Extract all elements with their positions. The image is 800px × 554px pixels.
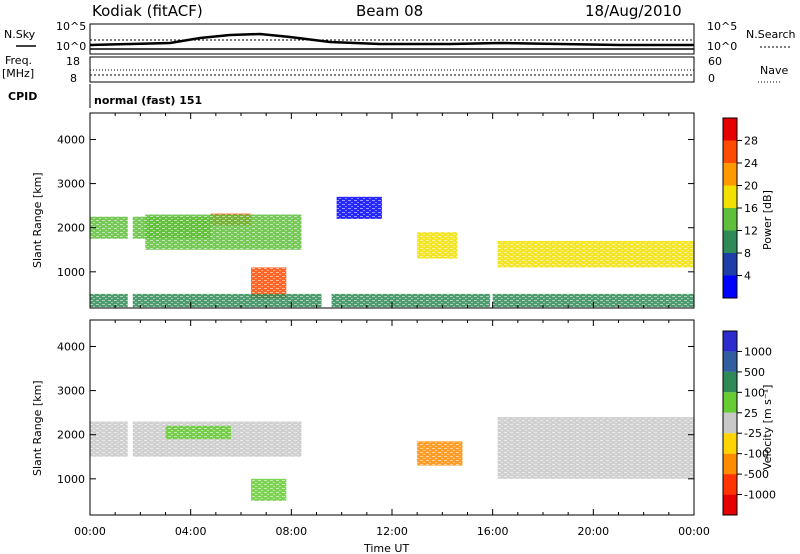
velocity-colorbar-tick-label-1: 500	[744, 366, 765, 379]
power-colorbar-tick-label-5: 8	[744, 247, 751, 260]
power-colorbar-label: Power [dB]	[761, 190, 774, 250]
power-data-gap-0	[127, 113, 133, 308]
power-data-gap-1	[321, 113, 332, 308]
velocity-data-gap-1	[321, 320, 332, 515]
power-colorbar-tick-label-0: 28	[744, 135, 758, 148]
noise-tick-low-left: 10^0	[56, 40, 86, 53]
velocity-colorbar-tick-label-2: 100	[744, 386, 765, 399]
power-region-texture-2	[251, 267, 287, 299]
xtick-label-0: 00:00	[74, 525, 106, 538]
nave-tick-high: 60	[708, 55, 722, 68]
noise-tick-high-left: 10^5	[56, 20, 86, 33]
velocity-colorbar-swatch-8	[723, 494, 737, 515]
power-ytick-label-1: 3000	[57, 178, 85, 191]
noise-tick-high-right: 10^5	[707, 20, 737, 33]
velocity-colorbar-swatch-3	[723, 392, 737, 413]
xlabel: Time UT	[363, 542, 409, 554]
nave-tick-low: 0	[708, 72, 715, 85]
velocity-ytick-label-2: 2000	[57, 429, 85, 442]
power-ytick-label-0: 4000	[57, 133, 85, 146]
velocity-colorbar-tick-label-0: 1000	[744, 345, 772, 358]
freq-unit: [MHz]	[2, 67, 34, 80]
power-region-texture-7	[90, 293, 694, 308]
noise-panel	[89, 23, 695, 55]
power-data-cells	[90, 113, 694, 308]
velocity-region-texture-1	[165, 425, 231, 440]
velocity-region-texture-4	[497, 417, 694, 479]
nave-label: Nave	[760, 64, 788, 77]
power-colorbar-swatch-5	[723, 230, 737, 253]
power-colorbar-swatch-7	[723, 275, 737, 298]
power-ytick-label-2: 2000	[57, 222, 85, 235]
velocity-region-texture-2	[251, 478, 287, 501]
freq-tick-low: 8	[70, 72, 77, 85]
power-colorbar-tick-label-3: 16	[744, 202, 758, 215]
power-colorbar-swatch-0	[723, 118, 737, 141]
velocity-colorbar-frame	[722, 330, 738, 516]
power-colorbar-tick-label-2: 20	[744, 180, 758, 193]
power-colorbar: 28 24 20 16 12 8 4	[722, 117, 758, 299]
nsky-label: N.Sky	[4, 28, 36, 41]
velocity-colorbar-tick-label-7: -1000	[744, 489, 776, 502]
velocity-colorbar-label: Velocity [m s⁻¹]	[761, 385, 774, 470]
power-colorbar-tick-label-4: 12	[744, 225, 758, 238]
velocity-ytick-label-1: 3000	[57, 385, 85, 398]
velocity-data-gap-2	[490, 320, 493, 515]
power-colorbar-swatch-2	[723, 163, 737, 186]
power-colorbar-tick-label-1: 24	[744, 157, 758, 170]
freq-label: Freq.	[5, 54, 32, 67]
velocity-colorbar-tick-label-5: -100	[744, 448, 769, 461]
power-colorbar-swatch-4	[723, 208, 737, 231]
power-region-texture-5	[417, 232, 458, 259]
nsearch-label: N.Search	[746, 28, 796, 41]
power-ytick-label-3: 1000	[57, 266, 85, 279]
velocity-region-texture-3	[417, 441, 463, 466]
power-colorbar-swatch-1	[723, 140, 737, 163]
power-data-gap-2	[490, 113, 493, 308]
velocity-colorbar-tick-label-6: -500	[744, 468, 769, 481]
power-region-texture-4	[336, 196, 382, 219]
freq-panel	[89, 56, 695, 83]
velocity-ylabel: Slant Range [km]	[31, 380, 44, 476]
velocity-colorbar-swatch-4	[723, 412, 737, 434]
velocity-colorbar-tick-label-3: 25	[744, 407, 758, 420]
velocity-colorbar-swatch-7	[723, 474, 737, 495]
velocity-colorbar-swatch-2	[723, 371, 737, 393]
power-panel	[89, 112, 695, 309]
xtick-label-1: 04:00	[175, 525, 207, 538]
xtick-label-4: 16:00	[477, 525, 509, 538]
velocity-ytick-label-3: 1000	[57, 473, 85, 486]
power-region-texture-6	[497, 240, 694, 268]
xtick-label-6: 00:00	[678, 525, 710, 538]
power-colorbar-swatch-3	[723, 185, 737, 208]
velocity-panel	[89, 319, 695, 516]
xtick-label-5: 20:00	[577, 525, 609, 538]
noise-tick-low-right: 10^0	[707, 40, 737, 53]
power-colorbar-tick-label-6: 4	[744, 270, 751, 283]
velocity-colorbar-swatch-5	[723, 433, 737, 454]
cpid-value: normal (fast) 151	[94, 94, 202, 107]
cpid-label: CPID	[8, 90, 37, 103]
power-ylabel: Slant Range [km]	[31, 172, 44, 268]
station-title: Kodiak (fitACF)	[92, 2, 203, 20]
xtick-label-2: 08:00	[275, 525, 307, 538]
velocity-colorbar-tick-label-4: -25	[744, 427, 762, 440]
power-colorbar-swatch-6	[723, 253, 737, 276]
power-region-texture-3	[145, 214, 302, 250]
freq-tick-high: 18	[66, 55, 80, 68]
axes-layer: 4000 3000 2000 1000 4000 3000 2000 1000 00:00 04:…	[57, 113, 710, 538]
velocity-data-gap-0	[127, 320, 133, 515]
velocity-ytick-label-0: 4000	[57, 340, 85, 353]
velocity-data-cells	[90, 320, 694, 515]
velocity-colorbar-swatch-6	[723, 453, 737, 475]
velocity-colorbar-swatch-1	[723, 351, 737, 372]
beam-title: Beam 08	[356, 2, 423, 20]
xtick-label-3: 12:00	[376, 525, 408, 538]
velocity-colorbar: 1000 500 100 25 -25 -100 -500 -1000	[722, 330, 776, 516]
date-title: 18/Aug/2010	[585, 2, 682, 20]
velocity-colorbar-swatch-0	[723, 331, 737, 352]
